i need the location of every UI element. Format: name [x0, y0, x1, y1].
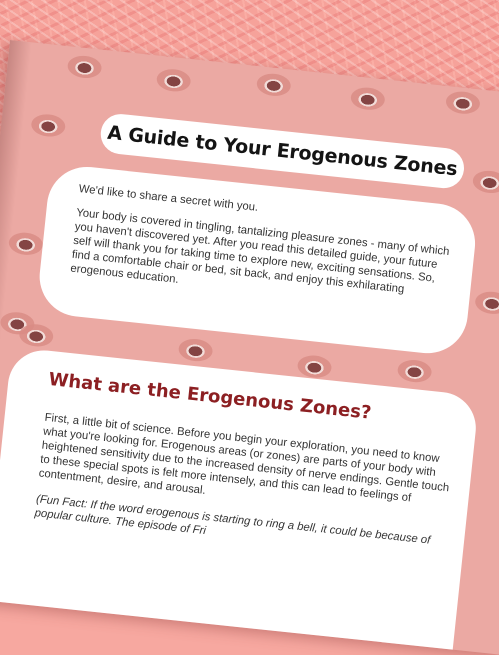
- lips-icon: [66, 54, 103, 80]
- lips-icon: [18, 322, 55, 349]
- lips-icon: [474, 290, 499, 316]
- lips-icon: [155, 67, 192, 94]
- lips-icon: [255, 72, 292, 98]
- lips-icon: [7, 231, 44, 257]
- lips-icon: [444, 89, 481, 116]
- lips-icon: [349, 86, 386, 112]
- lips-icon: [471, 169, 499, 195]
- lips-icon: [296, 353, 333, 380]
- booklet-page: A Guide to Your Erogenous Zones We'd lik…: [0, 40, 499, 655]
- page-title: A Guide to Your Erogenous Zones: [106, 121, 459, 181]
- lips-icon: [177, 337, 214, 363]
- lips-icon: [30, 112, 67, 139]
- intro-card: We'd like to share a secret with you. Yo…: [35, 162, 480, 358]
- lips-icon: [396, 358, 433, 384]
- intro-text: We'd like to share a secret with you. Yo…: [69, 182, 458, 325]
- section-card: What are the Erogenous Zones? First, a l…: [0, 346, 480, 655]
- section-text: First, a little bit of science. Before y…: [33, 411, 455, 575]
